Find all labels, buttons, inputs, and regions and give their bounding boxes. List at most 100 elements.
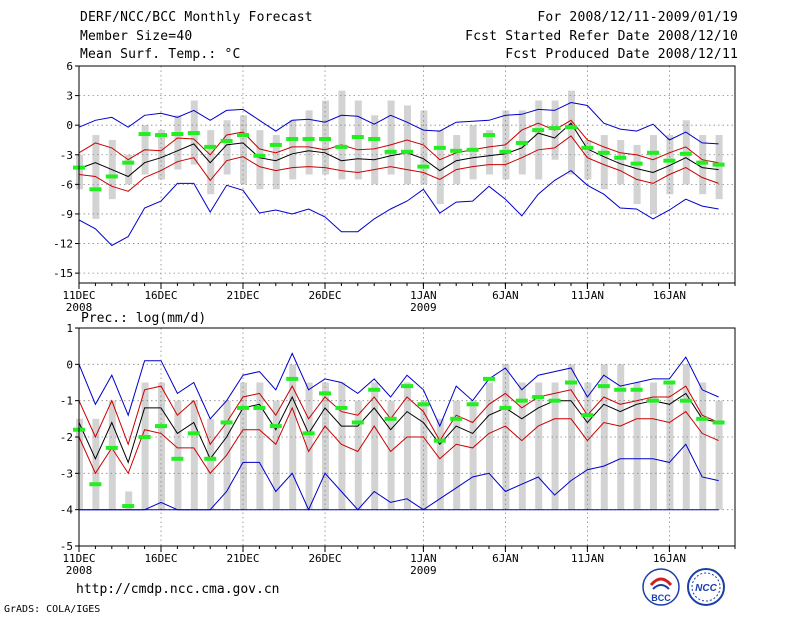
temp-mean-line bbox=[78, 122, 719, 178]
prec-xtick-label: 21DEC bbox=[226, 552, 259, 565]
prec-observed-marker bbox=[614, 387, 627, 392]
prec-observed-marker bbox=[368, 387, 381, 392]
temp-spread-bar bbox=[568, 90, 575, 175]
temp-observed-marker bbox=[614, 155, 627, 160]
prec-spread-bar bbox=[354, 400, 362, 510]
prec-observed-marker bbox=[220, 420, 233, 425]
prec-spread-bar bbox=[518, 382, 526, 510]
temp-xtick-year: 2009 bbox=[410, 301, 437, 314]
temp-xtick-year: 2008 bbox=[66, 301, 93, 314]
prec-observed-marker bbox=[335, 405, 348, 410]
temp-ytick-label: 0 bbox=[66, 119, 73, 132]
temp-ytick-label: 3 bbox=[66, 90, 73, 103]
temp-ytick-label: -9 bbox=[60, 208, 73, 221]
temp-max-line bbox=[78, 101, 719, 145]
prec-spread-bar bbox=[272, 400, 280, 510]
prec-observed-marker bbox=[630, 387, 643, 392]
prec-ytick-label: -3 bbox=[60, 467, 73, 480]
temp-observed-marker bbox=[384, 149, 397, 154]
prec-observed-marker bbox=[548, 398, 561, 403]
temp-observed-marker bbox=[105, 174, 118, 179]
temp-observed-marker bbox=[532, 128, 545, 133]
prec-spread-bar bbox=[666, 382, 674, 510]
temp-observed-marker bbox=[499, 149, 512, 154]
temp-xtick-label: 16JAN bbox=[653, 289, 686, 302]
temp-observed-marker bbox=[597, 150, 610, 155]
temp-spread-bar bbox=[240, 115, 247, 185]
forecast-period: For 2008/12/11-2009/01/19 bbox=[537, 10, 738, 25]
prec-observed-marker bbox=[712, 420, 725, 425]
prec-spread-bar bbox=[453, 400, 461, 510]
temp-observed-marker bbox=[417, 164, 430, 169]
prec-ytick-label: -5 bbox=[60, 540, 73, 553]
temp-xtick-label: 26DEC bbox=[308, 289, 341, 302]
temp-spread-bar bbox=[633, 144, 641, 205]
prec-observed-marker bbox=[696, 416, 709, 421]
prec-observed-marker bbox=[565, 380, 577, 385]
temp-observed-marker bbox=[171, 132, 184, 137]
prec-spread-bar bbox=[158, 382, 165, 510]
temp-upper-line bbox=[78, 119, 719, 164]
temp-observed-marker bbox=[696, 160, 709, 165]
prec-observed-marker bbox=[122, 504, 135, 509]
temp-spread-bar bbox=[174, 115, 182, 170]
temp-spread-bar bbox=[650, 135, 657, 214]
prec-observed-marker bbox=[204, 456, 217, 461]
prec-spread-bar bbox=[338, 382, 346, 510]
prec-max-line bbox=[78, 352, 719, 428]
prec-spread-bar bbox=[617, 364, 625, 510]
temp-xtick-label: 11DEC bbox=[62, 289, 95, 302]
prec-xtick-label: 6JAN bbox=[492, 552, 519, 565]
prec-xtick-year: 2008 bbox=[66, 564, 93, 577]
temp-xtick-label: 21DEC bbox=[226, 289, 259, 302]
prec-ytick-label: 0 bbox=[66, 358, 73, 371]
prec-observed-marker bbox=[155, 424, 167, 429]
prec-spread-bar bbox=[322, 382, 329, 510]
temp-observed-marker bbox=[187, 131, 200, 136]
temp-observed-marker bbox=[122, 160, 135, 165]
prec-spread-bar bbox=[650, 382, 657, 510]
prec-xtick-label: 11JAN bbox=[571, 552, 604, 565]
prec-spread-bar bbox=[469, 400, 477, 510]
prec-observed-marker bbox=[105, 445, 118, 450]
prec-observed-marker bbox=[319, 391, 331, 396]
temp-observed-marker bbox=[155, 133, 167, 138]
forecast-started-date: Fcst Started Refer Date 2008/12/10 bbox=[465, 29, 738, 44]
prec-spread-bar bbox=[568, 364, 575, 510]
temp-observed-marker bbox=[515, 140, 528, 145]
temp-xtick-label: 1JAN bbox=[410, 289, 437, 302]
prec-spread-bar bbox=[371, 382, 379, 510]
temp-xtick-label: 6JAN bbox=[492, 289, 519, 302]
prec-spread-bar bbox=[174, 400, 182, 510]
prec-xtick-label: 26DEC bbox=[308, 552, 341, 565]
temp-observed-marker bbox=[712, 162, 725, 167]
prec-spread-bar bbox=[240, 382, 247, 510]
temp-xtick-label: 11JAN bbox=[571, 289, 604, 302]
prec-spread-bar bbox=[207, 418, 215, 510]
temp-spread-bar bbox=[272, 135, 280, 190]
prec-spread-bar bbox=[256, 382, 264, 510]
temp-observed-marker bbox=[581, 145, 594, 150]
temp-observed-marker bbox=[548, 126, 561, 131]
source-url[interactable]: http://cmdp.ncc.cma.gov.cn bbox=[76, 582, 280, 597]
prec-observed-marker bbox=[253, 405, 266, 410]
prec-observed-marker bbox=[433, 438, 446, 443]
prec-observed-marker bbox=[663, 380, 676, 385]
prec-observed-marker bbox=[384, 416, 397, 421]
bcc-logo-text: BCC bbox=[651, 593, 671, 603]
prec-ytick-label: -1 bbox=[60, 395, 73, 408]
prec-spread-bar bbox=[125, 491, 133, 510]
temp-ytick-label: -6 bbox=[60, 178, 73, 191]
temp-observed-marker bbox=[647, 150, 659, 155]
temp-spread-bar bbox=[420, 110, 428, 185]
prec-observed-marker bbox=[417, 402, 430, 407]
prec-spread-bar bbox=[141, 382, 149, 510]
prec-lower-line bbox=[78, 406, 719, 475]
temp-spread-bar bbox=[404, 105, 411, 185]
temp-observed-marker bbox=[319, 136, 331, 141]
temp-observed-marker bbox=[335, 144, 348, 149]
prec-observed-marker bbox=[483, 376, 495, 381]
prec-spread-bar bbox=[535, 382, 543, 510]
prec-observed-marker bbox=[269, 424, 282, 429]
